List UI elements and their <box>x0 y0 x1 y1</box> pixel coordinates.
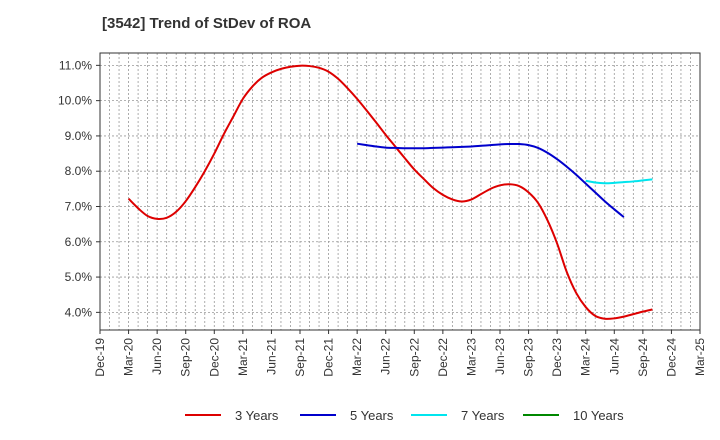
x-tick-label: Sep-24 <box>636 338 650 377</box>
legend-label-10-years: 10 Years <box>573 407 624 423</box>
grid-lines <box>100 53 700 330</box>
y-tick-label: 7.0% <box>65 199 93 213</box>
y-axis-ticks: 4.0% 5.0% 6.0% 7.0% 8.0% 9.0% 10.0% 11.0% <box>58 58 100 319</box>
legend-label-5-years: 5 Years <box>350 407 394 423</box>
legend-swatch-10-years <box>523 414 559 416</box>
x-tick-label: Dec-22 <box>436 338 450 377</box>
legend-item-10-years: 10 Years <box>523 403 624 427</box>
legend-label-3-years: 3 Years <box>235 407 279 423</box>
x-tick-label: Mar-25 <box>693 338 707 376</box>
x-tick-label: Jun-24 <box>607 338 621 375</box>
series-lines <box>127 64 653 320</box>
plot-background <box>100 53 700 330</box>
y-tick-label: 9.0% <box>65 129 93 143</box>
legend-item-5-years: 5 Years <box>300 403 393 427</box>
x-tick-label: Jun-23 <box>493 338 507 375</box>
legend-item-7-years: 7 Years <box>411 403 504 427</box>
x-tick-label: Dec-20 <box>207 338 221 377</box>
x-tick-label: Sep-21 <box>293 338 307 377</box>
x-tick-label: Jun-21 <box>264 338 278 375</box>
x-tick-label: Dec-19 <box>93 338 107 377</box>
x-axis-ticks: Dec-19 Mar-20 Jun-20 Sep-20 Dec-20 Mar-21 Jun-… <box>93 330 707 377</box>
x-tick-label: Dec-24 <box>664 338 678 377</box>
x-tick-label: Mar-23 <box>464 338 478 376</box>
y-tick-label: 5.0% <box>65 270 93 284</box>
x-tick-label: Sep-22 <box>407 338 421 377</box>
y-tick-label: 11.0% <box>59 58 92 72</box>
y-tick-label: 8.0% <box>65 164 93 178</box>
legend-swatch-5-years <box>300 414 336 416</box>
y-tick-label: 4.0% <box>65 305 93 319</box>
x-tick-label: Mar-20 <box>122 338 136 376</box>
legend-item-3-years: 3 Years <box>185 403 278 427</box>
x-tick-label: Jun-20 <box>150 338 164 375</box>
x-tick-label: Mar-24 <box>579 338 593 376</box>
series-line-7-years <box>585 178 653 185</box>
series-line-3-years <box>127 64 653 320</box>
chart-title: [3542] Trend of StDev of ROA <box>102 15 312 32</box>
y-tick-label: 6.0% <box>65 235 93 249</box>
legend-label-7-years: 7 Years <box>461 407 505 423</box>
y-tick-label: 10.0% <box>58 94 92 108</box>
legend: 3 Years 5 Years 7 Years 10 Years <box>0 403 720 427</box>
legend-swatch-3-years <box>185 414 221 416</box>
x-tick-label: Mar-21 <box>236 338 250 376</box>
legend-swatch-7-years <box>411 414 447 416</box>
x-tick-label: Sep-23 <box>522 338 536 377</box>
x-tick-label: Sep-20 <box>179 338 193 377</box>
x-tick-label: Dec-21 <box>322 338 336 377</box>
plot-border <box>99 52 701 331</box>
x-tick-label: Mar-22 <box>350 338 364 376</box>
series-line-5-years <box>356 142 625 218</box>
x-tick-label: Dec-23 <box>550 338 564 377</box>
x-tick-label: Jun-22 <box>379 338 393 375</box>
